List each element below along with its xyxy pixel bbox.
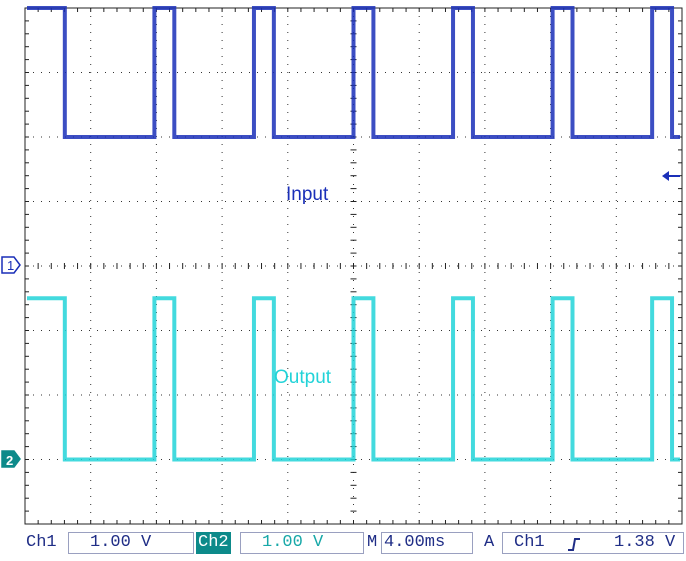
input-trace-label: Input [286,184,329,205]
ch1-marker-label: 1 [7,258,14,273]
waveforms [27,6,680,462]
trigger-source: Ch1 [514,533,545,552]
ch2-ground-marker[interactable]: 2 [1,450,21,468]
input-waveform [27,6,680,139]
ch1-status-label: Ch1 [26,533,57,552]
status-bar: Ch1 1.00 V Ch2 1.00 V M 4.00ms A Ch1 1.3… [0,530,686,561]
trigger-box[interactable] [502,532,684,554]
timebase-box[interactable] [381,532,473,554]
output-waveform [27,296,680,462]
ch2-scale-box[interactable] [240,532,364,554]
trigger-level-marker[interactable] [662,171,680,181]
trigger-level: 1.38 V [614,533,676,552]
output-trace-label: Output [274,367,332,388]
ch2-marker-label: 2 [6,453,13,468]
timebase-label: M [367,533,378,552]
trigger-mode: A [484,533,495,552]
timebase-value: 4.00ms [384,533,446,552]
ch1-scale-value: 1.00 V [90,533,152,552]
ch1-ground-marker[interactable]: 1 [1,256,21,274]
waveform-display: 1 2 Input Output [1,6,683,525]
ch2-scale-value: 1.00 V [262,533,324,552]
ch1-scale-box[interactable] [68,532,194,554]
oscilloscope-screen: 1 2 Input Output [1,6,683,525]
ch2-status-label: Ch2 [196,532,231,554]
rising-edge-icon [568,538,580,551]
